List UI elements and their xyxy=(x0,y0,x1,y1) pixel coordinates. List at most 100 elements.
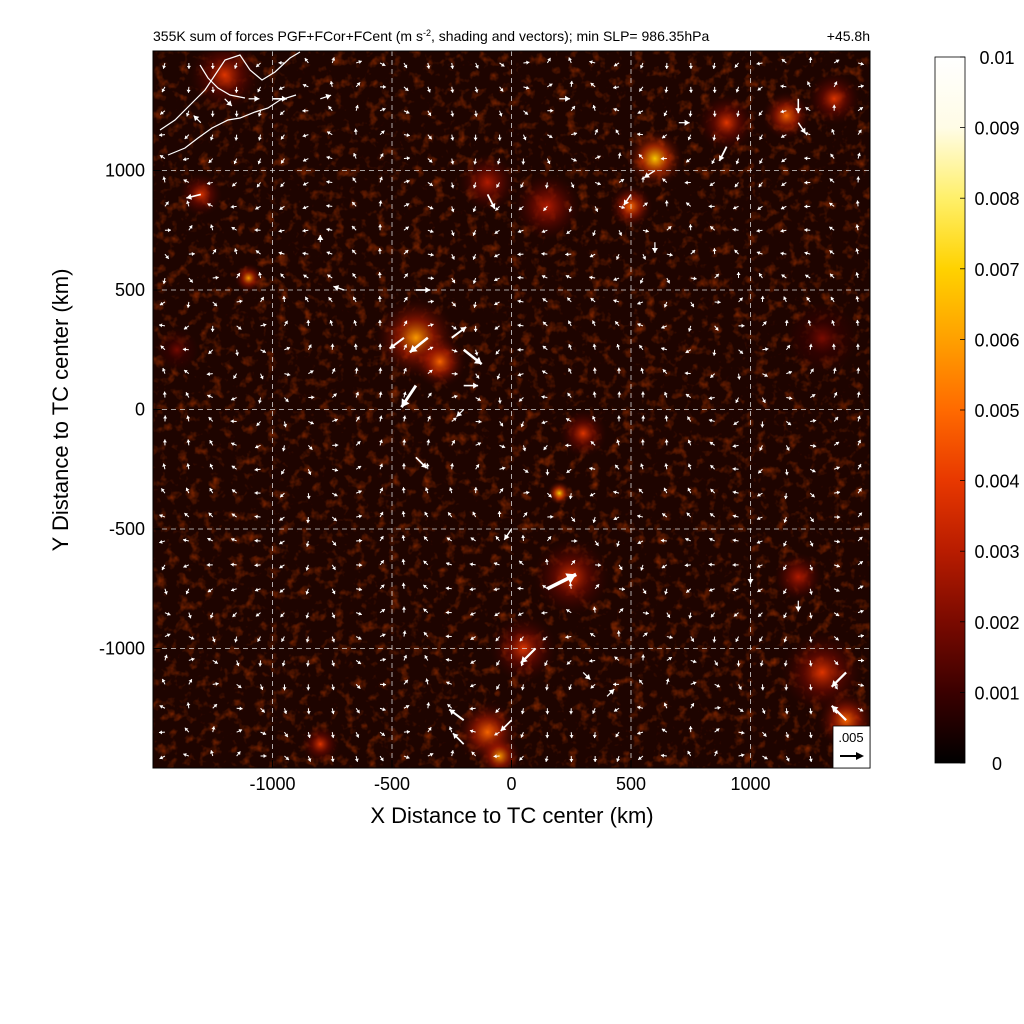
force-vector-small xyxy=(589,658,596,663)
force-vector-small xyxy=(450,230,455,237)
force-vector-small xyxy=(160,488,166,494)
force-vector-small xyxy=(377,319,382,326)
force-vector-small xyxy=(638,344,644,351)
force-vector xyxy=(451,326,467,339)
force-vector-small xyxy=(211,86,216,93)
force-vector-small xyxy=(687,325,692,332)
force-vector-small xyxy=(475,419,482,424)
force-vector-small xyxy=(660,156,667,161)
force-vector-small xyxy=(208,349,214,355)
force-vector xyxy=(623,193,632,206)
force-vector-small xyxy=(303,274,309,279)
force-vector-small xyxy=(566,297,572,303)
force-vector-small xyxy=(182,157,189,162)
force-vector-small xyxy=(857,609,864,614)
force-vector-small xyxy=(637,731,644,735)
force-vector-small xyxy=(660,538,667,543)
force-vector-small xyxy=(666,225,672,231)
force-vector-small xyxy=(735,158,740,165)
force-vector-small xyxy=(495,660,500,666)
force-vector-small xyxy=(616,415,621,422)
force-vector-small xyxy=(567,320,572,327)
force-vector-small xyxy=(354,367,359,374)
force-vector-small xyxy=(331,393,338,398)
force-vector-small xyxy=(712,248,717,255)
force-vector-small xyxy=(474,110,479,117)
force-vector-small xyxy=(569,708,574,715)
force-vector-small xyxy=(355,731,360,738)
force-vector-small xyxy=(427,415,431,422)
force-vector-small xyxy=(857,512,863,518)
force-vector-small xyxy=(403,203,410,207)
force-vector-small xyxy=(185,110,190,117)
force-vector-small xyxy=(379,657,387,662)
force-vector-small xyxy=(209,612,214,619)
force-vector-small xyxy=(355,440,361,446)
force-vector-small xyxy=(230,396,237,401)
colorbar-tick-label: 0.01 xyxy=(979,48,1014,68)
force-vector-small xyxy=(355,82,361,88)
force-vector-small xyxy=(281,445,286,452)
force-vector-small xyxy=(302,83,309,88)
force-vector-small xyxy=(804,228,811,233)
force-vector xyxy=(651,242,658,253)
force-vector-small xyxy=(206,372,213,376)
force-vector-small xyxy=(403,344,408,350)
force-vector-small xyxy=(541,395,548,400)
force-vector xyxy=(452,732,465,745)
force-vector xyxy=(718,146,728,162)
y-tick-label: 0 xyxy=(135,400,145,420)
force-vector-small xyxy=(450,134,455,141)
force-vector-small xyxy=(158,132,166,137)
force-vector-small xyxy=(641,654,646,661)
force-vector-small xyxy=(807,319,812,326)
force-vector-small xyxy=(426,439,431,446)
force-vector-small xyxy=(687,439,692,446)
force-vector-small xyxy=(445,586,452,591)
force-vector-small xyxy=(257,158,262,165)
force-vector-small xyxy=(230,587,237,592)
colorbar-tick-label: 0.007 xyxy=(974,260,1019,280)
force-vector-small xyxy=(517,347,524,352)
force-vector-small xyxy=(209,134,214,141)
force-vector-small xyxy=(279,492,285,498)
force-vector-small xyxy=(332,468,339,472)
force-hotspot xyxy=(786,301,859,374)
force-vector-small xyxy=(613,299,620,303)
force-vector-small xyxy=(781,58,787,64)
force-vector-small xyxy=(401,487,406,494)
force-vector-small xyxy=(231,465,237,470)
force-vector-small xyxy=(209,439,214,446)
force-vector-small xyxy=(757,492,763,497)
force-vector-small xyxy=(355,611,362,616)
force-vector-small xyxy=(473,158,478,165)
force-vector-small xyxy=(640,463,644,470)
force-vector-small xyxy=(523,85,530,90)
force-vector-small xyxy=(403,226,410,231)
force-vector-small xyxy=(233,373,238,380)
force-vector-small xyxy=(450,110,455,117)
force-vector-small xyxy=(279,205,285,211)
force-vector-small xyxy=(567,392,572,398)
force-vector xyxy=(415,287,431,293)
force-vector-small xyxy=(541,229,548,234)
force-vector-small xyxy=(331,612,336,619)
force-vector-small xyxy=(328,296,333,303)
force-vector-small xyxy=(254,514,261,519)
force-vector-small xyxy=(858,658,865,663)
force-vector-small xyxy=(712,110,717,117)
force-vector-small xyxy=(402,630,407,637)
force-vector-small xyxy=(427,110,432,117)
force-vector-small xyxy=(403,729,410,734)
force-vector-small xyxy=(469,562,476,567)
force-vector-small xyxy=(422,584,429,590)
force-vector-small xyxy=(427,229,434,234)
force-vector-small xyxy=(450,182,455,189)
force-vector-small xyxy=(331,684,335,691)
colorbar-tick-label: 0.003 xyxy=(974,542,1019,562)
force-vector-small xyxy=(278,86,285,90)
force-vector-small xyxy=(403,755,410,760)
force-vector-small xyxy=(810,443,817,448)
force-vector-small xyxy=(783,296,787,303)
force-hotspot xyxy=(547,481,572,506)
